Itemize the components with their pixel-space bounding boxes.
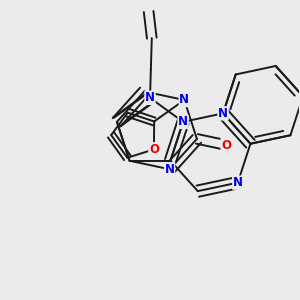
Text: N: N <box>145 91 155 104</box>
Text: N: N <box>233 176 243 189</box>
Text: N: N <box>178 116 188 128</box>
Text: O: O <box>221 139 231 152</box>
Text: N: N <box>179 94 189 106</box>
Text: O: O <box>149 143 159 156</box>
Text: N: N <box>165 163 175 176</box>
Text: N: N <box>218 107 228 120</box>
